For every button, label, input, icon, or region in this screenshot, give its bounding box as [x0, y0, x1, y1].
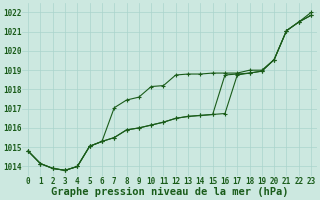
X-axis label: Graphe pression niveau de la mer (hPa): Graphe pression niveau de la mer (hPa): [51, 187, 288, 197]
